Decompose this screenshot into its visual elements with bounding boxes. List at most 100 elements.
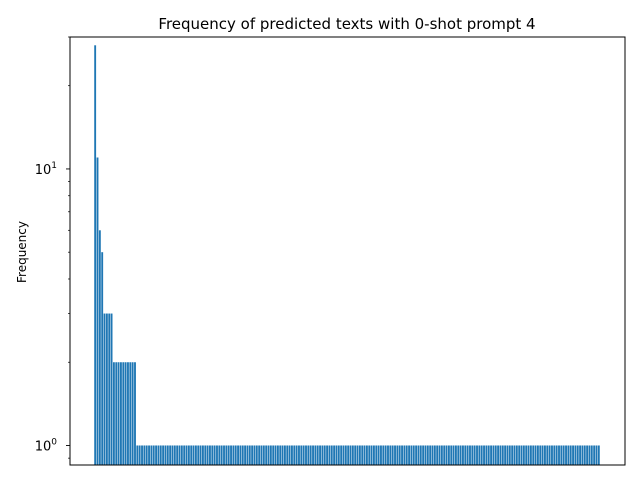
bar xyxy=(478,445,481,465)
bar xyxy=(497,445,500,465)
bar xyxy=(382,445,385,465)
bar xyxy=(422,445,425,465)
bar xyxy=(408,445,411,465)
bar xyxy=(494,445,497,465)
bar xyxy=(487,445,490,465)
bar xyxy=(520,445,523,465)
bar xyxy=(396,445,399,465)
bar xyxy=(293,445,296,465)
bar xyxy=(576,445,579,465)
bar xyxy=(335,445,338,465)
bar xyxy=(490,445,492,465)
bar xyxy=(178,445,181,465)
bar xyxy=(394,445,396,465)
bar xyxy=(534,445,537,465)
bar xyxy=(302,445,305,465)
bar xyxy=(436,445,439,465)
bar xyxy=(117,362,120,465)
bar xyxy=(112,362,115,465)
bar xyxy=(148,445,150,465)
bar xyxy=(232,445,235,465)
bar xyxy=(347,445,350,465)
bar xyxy=(508,445,511,465)
bar xyxy=(279,445,282,465)
y-axis-label: Frequency xyxy=(15,221,29,283)
bar xyxy=(211,445,214,465)
bar xyxy=(134,362,136,465)
bar xyxy=(365,445,368,465)
bar xyxy=(525,445,528,465)
bar xyxy=(384,445,387,465)
bar xyxy=(171,445,174,465)
bar xyxy=(305,445,307,465)
bar xyxy=(476,445,478,465)
bar xyxy=(131,362,134,465)
bar xyxy=(101,252,104,465)
bar xyxy=(377,445,380,465)
bar xyxy=(361,445,364,465)
bar xyxy=(115,362,118,465)
bar xyxy=(176,445,179,465)
bar xyxy=(541,445,544,465)
bar xyxy=(459,445,462,465)
bar xyxy=(253,445,256,465)
bar xyxy=(291,445,293,465)
bar xyxy=(192,445,195,465)
bar xyxy=(419,445,422,465)
bar xyxy=(295,445,298,465)
bar xyxy=(197,445,200,465)
bar xyxy=(258,445,261,465)
bar xyxy=(234,445,237,465)
bar xyxy=(333,445,336,465)
bar xyxy=(143,445,146,465)
bar xyxy=(431,445,434,465)
bar xyxy=(466,445,469,465)
bar xyxy=(527,445,530,465)
bar xyxy=(501,445,504,465)
bar xyxy=(251,445,254,465)
bar xyxy=(450,445,453,465)
bar xyxy=(314,445,317,465)
bar xyxy=(225,445,228,465)
bar xyxy=(223,445,225,465)
bar xyxy=(354,445,357,465)
bar xyxy=(209,445,211,465)
bar xyxy=(529,445,532,465)
bar xyxy=(464,445,467,465)
bar xyxy=(440,445,443,465)
bar xyxy=(417,445,420,465)
bar xyxy=(351,445,354,465)
bar xyxy=(579,445,582,465)
plot-frame xyxy=(69,36,626,466)
bar xyxy=(323,445,326,465)
bar xyxy=(558,445,560,465)
bar xyxy=(471,445,474,465)
bar xyxy=(368,445,371,465)
bar xyxy=(515,445,518,465)
bar xyxy=(569,445,572,465)
bar xyxy=(166,445,169,465)
bar xyxy=(122,362,125,465)
bar xyxy=(185,445,188,465)
bar xyxy=(145,445,148,465)
bar xyxy=(560,445,563,465)
bar xyxy=(380,445,382,465)
bar xyxy=(255,445,258,465)
bar xyxy=(330,445,333,465)
bar xyxy=(473,445,476,465)
bar xyxy=(194,445,197,465)
bar xyxy=(309,445,312,465)
bar xyxy=(544,445,546,465)
bar xyxy=(155,445,158,465)
bar xyxy=(183,445,186,465)
bar xyxy=(356,445,359,465)
bar xyxy=(265,445,268,465)
bar xyxy=(152,445,155,465)
bar xyxy=(213,445,216,465)
bar xyxy=(342,445,345,465)
bar xyxy=(581,445,584,465)
y-axis-ticks: 100 101 xyxy=(35,36,70,459)
bar xyxy=(586,445,589,465)
bar xyxy=(551,445,553,465)
bar xyxy=(227,445,230,465)
